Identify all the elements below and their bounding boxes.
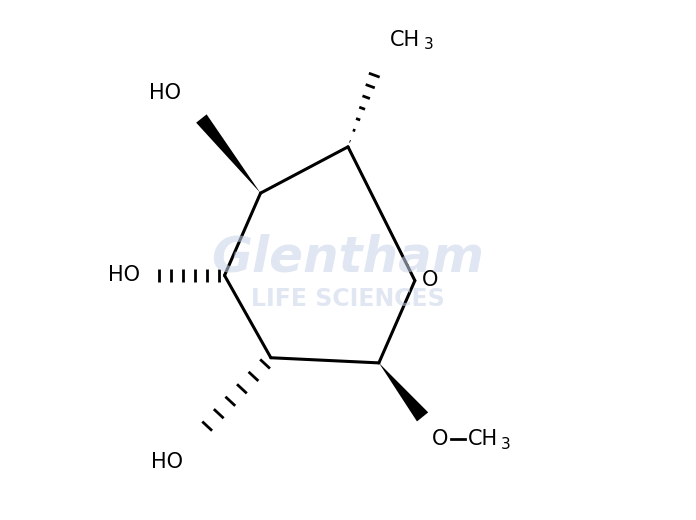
Text: 3: 3 — [501, 437, 511, 452]
Text: O: O — [422, 269, 438, 290]
Text: HO: HO — [150, 83, 182, 103]
Polygon shape — [196, 114, 260, 193]
Text: CH: CH — [468, 429, 498, 449]
Text: Glentham: Glentham — [212, 233, 484, 281]
Text: O: O — [432, 429, 448, 449]
Text: LIFE SCIENCES: LIFE SCIENCES — [251, 287, 445, 310]
Text: HO: HO — [108, 265, 140, 285]
Text: CH: CH — [390, 30, 420, 50]
Text: 3: 3 — [424, 37, 434, 53]
Polygon shape — [379, 363, 428, 421]
Text: HO: HO — [151, 452, 183, 472]
